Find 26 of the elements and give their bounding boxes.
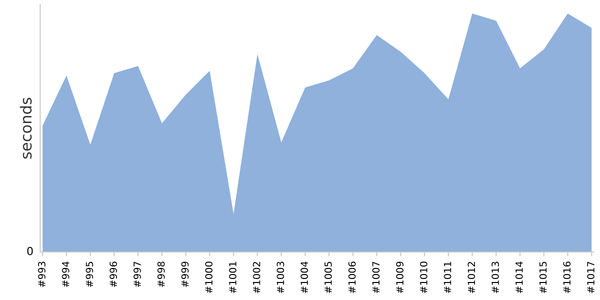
- x-tick-label: #1007: [372, 262, 380, 294]
- x-tick-label: #1004: [300, 262, 308, 294]
- x-tick-label: #1017: [587, 262, 594, 294]
- x-tick-label: #996: [110, 262, 118, 287]
- x-tick-label: #1003: [276, 262, 284, 294]
- x-tick-label: #998: [157, 262, 165, 287]
- x-tick-label: #1010: [420, 262, 428, 294]
- x-tick-label: #1005: [324, 262, 332, 294]
- x-tick-label: #993: [38, 262, 46, 287]
- x-tick-label: #1001: [229, 262, 236, 294]
- x-tick-label: #1012: [468, 262, 476, 294]
- x-tick-label: #1013: [492, 262, 499, 294]
- x-tick-label: #1011: [444, 262, 452, 294]
- x-tick-label: #999: [181, 262, 189, 287]
- text: 0: [27, 246, 33, 256]
- x-tick-label: #1009: [396, 262, 404, 294]
- x-tick-label: #1006: [348, 262, 356, 294]
- x-tick-label: #1000: [205, 262, 213, 294]
- x-tick-label: #1016: [563, 262, 571, 294]
- y-axis-title: seconds: [20, 98, 32, 159]
- x-tick-label: #1014: [515, 262, 523, 294]
- x-tick-label: #1002: [252, 262, 260, 294]
- x-tick-label: #995: [86, 262, 94, 287]
- x-tick-label: #994: [62, 262, 70, 287]
- x-tick-label: #997: [134, 262, 141, 287]
- x-tick-label: #1015: [539, 262, 547, 294]
